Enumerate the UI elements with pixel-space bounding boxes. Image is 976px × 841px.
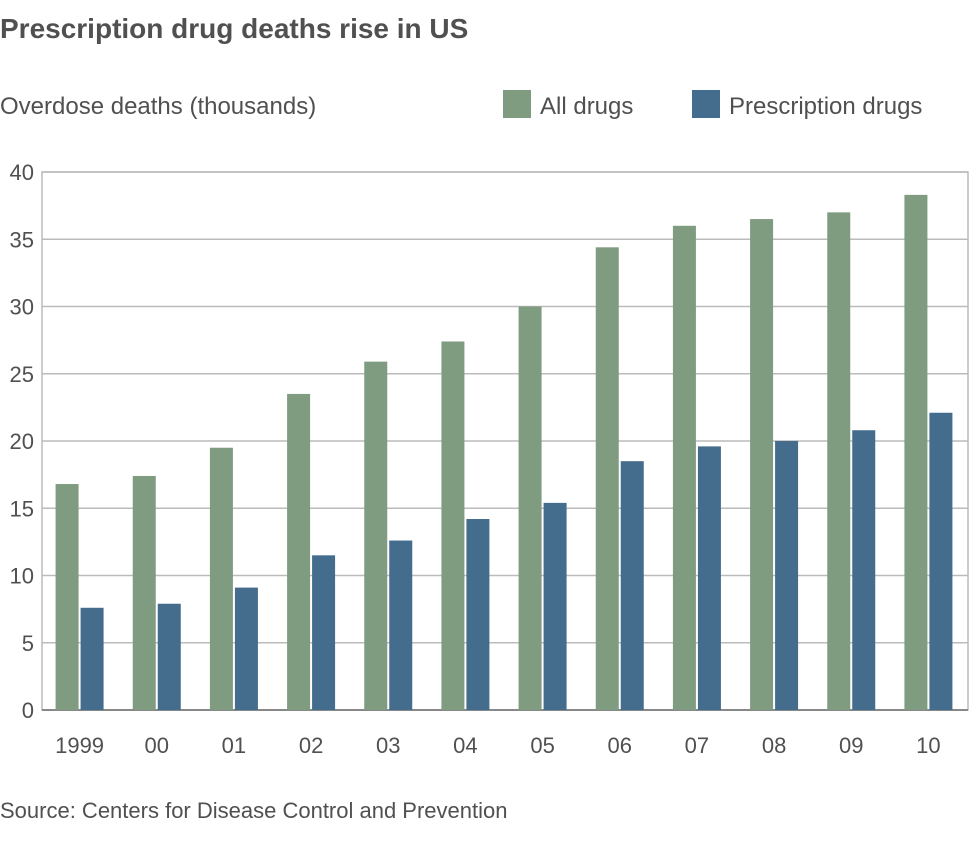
bar-all-drugs: [364, 361, 388, 710]
y-tick-label: 20: [10, 429, 34, 454]
bar-all-drugs: [750, 219, 774, 710]
y-axis-label: Overdose deaths (thousands): [0, 93, 316, 120]
y-tick-label: 15: [10, 496, 34, 521]
x-tick-label: 00: [145, 733, 169, 758]
bar-prescription-drugs: [543, 502, 567, 710]
y-tick-label: 25: [10, 362, 34, 387]
bar-all-drugs: [441, 341, 465, 710]
bar-prescription-drugs: [620, 461, 644, 710]
bar-all-drugs: [209, 447, 233, 710]
bar-prescription-drugs: [389, 540, 413, 710]
bar-prescription-drugs: [80, 607, 104, 710]
y-tick-label: 40: [10, 160, 34, 185]
y-tick-label: 0: [22, 698, 34, 723]
x-tick-label: 01: [222, 733, 246, 758]
bar-prescription-drugs: [929, 412, 953, 710]
legend-label: All drugs: [540, 93, 633, 120]
legend-label: Prescription drugs: [729, 93, 922, 120]
bar-all-drugs: [827, 212, 851, 710]
bar-all-drugs: [672, 225, 696, 711]
legend-swatch: [503, 90, 531, 118]
y-tick-label: 5: [22, 631, 34, 656]
bar-all-drugs: [904, 194, 928, 711]
source-note: Source: Centers for Disease Control and …: [0, 798, 507, 823]
x-tick-labels: 1999 00 01 02 03 04 05 06 07 08 09 10: [55, 733, 941, 758]
x-tick-label: 10: [916, 733, 940, 758]
x-tick-label: 09: [839, 733, 863, 758]
legend-swatch: [692, 90, 720, 118]
x-tick-label: 07: [685, 733, 709, 758]
bar-prescription-drugs: [697, 446, 721, 710]
x-tick-label: 04: [453, 733, 477, 758]
bar-all-drugs: [595, 247, 619, 710]
y-tick-label: 30: [10, 295, 34, 320]
bar-prescription-drugs: [775, 441, 799, 710]
x-tick-label: 08: [762, 733, 786, 758]
bar-prescription-drugs: [466, 519, 490, 710]
y-tick-label: 35: [10, 227, 34, 252]
bar-all-drugs: [132, 475, 156, 710]
y-tick-label: 10: [10, 564, 34, 589]
x-tick-label: 05: [530, 733, 554, 758]
bar-prescription-drugs: [157, 603, 181, 710]
bar-prescription-drugs: [852, 430, 876, 710]
x-tick-label: 1999: [55, 733, 104, 758]
bar-all-drugs: [287, 393, 311, 710]
bar-all-drugs: [518, 306, 542, 710]
bar-prescription-drugs: [312, 555, 336, 710]
x-tick-label: 06: [608, 733, 632, 758]
x-tick-label: 02: [299, 733, 323, 758]
gridlines: 0 5 10 15 20 25 30 35 40: [10, 160, 969, 723]
chart-title: Prescription drug deaths rise in US: [0, 13, 468, 44]
bar-prescription-drugs: [234, 587, 258, 710]
x-tick-label: 03: [376, 733, 400, 758]
bars: [55, 194, 953, 711]
legend: All drugs Prescription drugs: [503, 90, 922, 120]
bar-all-drugs: [55, 484, 79, 710]
